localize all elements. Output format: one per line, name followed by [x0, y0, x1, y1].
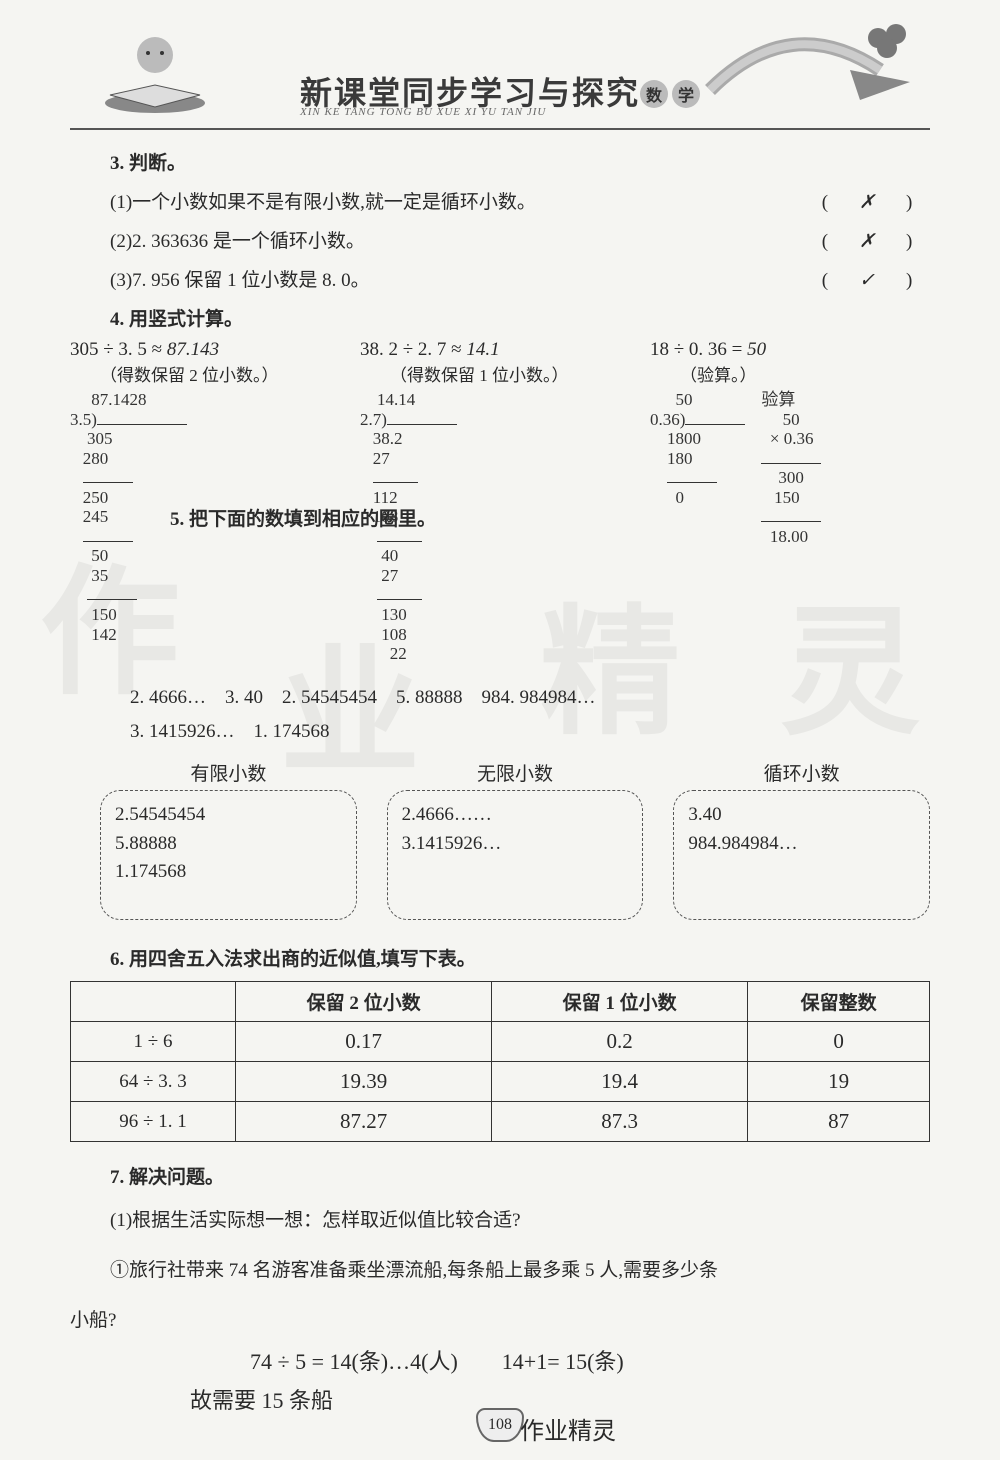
q4-c3-work-wrap: 50 0.36) 1800 180 0 验算 50 × 0.36 300 1	[650, 386, 930, 546]
q7-item1b: 小船?	[70, 1303, 930, 1339]
q6-r2-c1: 19.4	[492, 1062, 748, 1102]
q6-r1-label: 1 ÷ 6	[71, 1022, 236, 1062]
q7-item1: ①旅行社带来 74 名游客准备乘坐漂流船,每条船上最多乘 5 人,需要多少条	[110, 1253, 930, 1289]
q6-r3-c0: 87	[748, 1102, 930, 1142]
q6-r1-c0: 0	[748, 1022, 930, 1062]
q6-r2-label: 64 ÷ 3. 3	[71, 1062, 236, 1102]
page-number: 108	[476, 1408, 524, 1442]
q3-item-3-paren: ( ✓ )	[810, 265, 930, 292]
q7-sub1: (1)根据生活实际想一想：怎样取近似值比较合适?	[110, 1203, 930, 1239]
q6-r1-c2: 0.17	[236, 1022, 492, 1062]
q4-c1-expr: 305 ÷ 3. 5 ≈ 87.143	[70, 339, 350, 361]
banner-illustration-left	[100, 25, 210, 115]
q7-work1: 74 ÷ 5 = 14(条)…4(人) 14+1= 15(条)	[250, 1345, 930, 1378]
q3-item-1-text: (1)一个小数如果不是有限小数,就一定是循环小数。	[110, 187, 810, 214]
q3-item-2: (2)2. 363636 是一个循环小数。 ( ✗ )	[110, 226, 930, 253]
q6-r2-c0: 19	[748, 1062, 930, 1102]
q3-item-3-text: (3)7. 956 保留 1 位小数是 8. 0。	[110, 265, 810, 292]
banner-pinyin: XIN KE TANG TONG BU XUE XI YU TAN JIU	[300, 106, 546, 118]
q5-group-1-label: 有限小数	[100, 759, 357, 786]
q4-c2-expr: 38. 2 ÷ 2. 7 ≈ 14.1	[360, 339, 640, 361]
rainbow-plane-icon	[700, 20, 920, 115]
q5-group-2-label: 无限小数	[387, 759, 644, 786]
header-banner: 新课堂同步学习与探究 XIN KE TANG TONG BU XUE XI YU…	[70, 20, 930, 130]
subject-badge: 数 学	[640, 80, 700, 108]
q5-circles: 有限小数 2.54545454 5.88888 1.174568 无限小数 2.…	[100, 759, 930, 920]
q6-h1: 保留 2 位小数	[236, 982, 492, 1022]
q4-col-3: 18 ÷ 0. 36 = 50 （验算。） 50 0.36) 1800 180 …	[650, 339, 930, 664]
q3-item-1: (1)一个小数如果不是有限小数,就一定是循环小数。 ( ✗ )	[110, 187, 930, 214]
q4-heading: 4. 用竖式计算。	[110, 304, 930, 331]
q4-c2-work: 14.14 2.7) 38.2 27 112 108 40 27 130 108…	[360, 390, 640, 664]
q4-row: 305 ÷ 3. 5 ≈ 87.143 （得数保留 2 位小数。） 87.142…	[70, 339, 930, 664]
q5-group-3-label: 循环小数	[673, 759, 930, 786]
table-row: 96 ÷ 1. 1 87.27 87.3 87	[71, 1102, 930, 1142]
q5-group-3: 循环小数 3.40 984.984984…	[673, 759, 930, 920]
table-row: 1 ÷ 6 0.17 0.2 0	[71, 1022, 930, 1062]
q5-group-3-box: 3.40 984.984984…	[673, 790, 930, 920]
q3-item-2-mark: ✗	[859, 231, 881, 252]
footer-handwriting: 作业精灵	[520, 1411, 616, 1446]
q5-g3-item: 3.40	[688, 801, 915, 830]
q6-r2-c2: 19.39	[236, 1062, 492, 1102]
q6-heading: 6. 用四舍五入法求出商的近似值,填写下表。	[110, 944, 930, 971]
q6-r3-c2: 87.27	[236, 1102, 492, 1142]
q4-col-1: 305 ÷ 3. 5 ≈ 87.143 （得数保留 2 位小数。） 87.142…	[70, 339, 350, 664]
q5-g2-item: 3.1415926…	[402, 830, 629, 859]
q5-numbers-line1: 2. 4666… 3. 40 2. 54545454 5. 88888 984.…	[130, 681, 930, 715]
badge-char-1: 数	[640, 80, 668, 108]
q7-heading: 7. 解决问题。	[110, 1162, 930, 1189]
q5-numbers: 2. 4666… 3. 40 2. 54545454 5. 88888 984.…	[130, 681, 930, 749]
q4-c3-expr: 18 ÷ 0. 36 = 50	[650, 339, 930, 361]
q5-numbers-line2: 3. 1415926… 1. 174568	[130, 715, 930, 749]
table-row: 64 ÷ 3. 3 19.39 19.4 19	[71, 1062, 930, 1102]
q5-g1-item: 2.54545454	[115, 801, 342, 830]
q6-r3-c1: 87.3	[492, 1102, 748, 1142]
q5-g1-item: 1.174568	[115, 858, 342, 887]
q4-col-2: 38. 2 ÷ 2. 7 ≈ 14.1 （得数保留 1 位小数。） 14.14 …	[360, 339, 640, 664]
q3-item-3: (3)7. 956 保留 1 位小数是 8. 0。 ( ✓ )	[110, 265, 930, 292]
q5-g1-item: 5.88888	[115, 830, 342, 859]
q3-heading: 3. 判断。	[110, 148, 930, 175]
q6-r1-c1: 0.2	[492, 1022, 748, 1062]
q5-group-1: 有限小数 2.54545454 5.88888 1.174568	[100, 759, 357, 920]
q6-h3: 保留整数	[748, 982, 930, 1022]
banner-illustration-right	[700, 20, 920, 115]
q5-group-2-box: 2.4666…… 3.1415926…	[387, 790, 644, 920]
student-book-icon	[100, 25, 210, 115]
q3-item-1-paren: ( ✗ )	[810, 187, 930, 214]
q3-item-2-text: (2)2. 363636 是一个循环小数。	[110, 226, 810, 253]
table-header-row: 保留 2 位小数 保留 1 位小数 保留整数	[71, 982, 930, 1022]
q4-c2-note: （得数保留 1 位小数。）	[390, 361, 640, 386]
badge-char-2: 学	[672, 80, 700, 108]
q3-item-3-mark: ✓	[859, 270, 881, 291]
q6-h0	[71, 982, 236, 1022]
worksheet-page: 新课堂同步学习与探究 XIN KE TANG TONG BU XUE XI YU…	[0, 0, 1000, 1437]
q6-r3-label: 96 ÷ 1. 1	[71, 1102, 236, 1142]
q5-group-1-box: 2.54545454 5.88888 1.174568	[100, 790, 357, 920]
q3-item-1-mark: ✗	[859, 192, 881, 213]
q5-group-2: 无限小数 2.4666…… 3.1415926…	[387, 759, 644, 920]
q4-c1-work: 87.1428 3.5) 305 280 250 245 50 35 150 1…	[70, 390, 350, 644]
q4-c3-division: 50 0.36) 1800 180 0	[650, 390, 745, 546]
q4-c3-check: 验算 50 × 0.36 300 150 18.00	[761, 390, 821, 546]
q4-c3-note: （验算。）	[680, 361, 930, 386]
q3-item-2-paren: ( ✗ )	[810, 226, 930, 253]
q5-g2-item: 2.4666……	[402, 801, 629, 830]
q6-table: 保留 2 位小数 保留 1 位小数 保留整数 1 ÷ 6 0.17 0.2 0 …	[70, 981, 930, 1142]
q4-c1-note: （得数保留 2 位小数。）	[100, 361, 350, 386]
q5-g3-item: 984.984984…	[688, 830, 915, 859]
q6-h2: 保留 1 位小数	[492, 982, 748, 1022]
